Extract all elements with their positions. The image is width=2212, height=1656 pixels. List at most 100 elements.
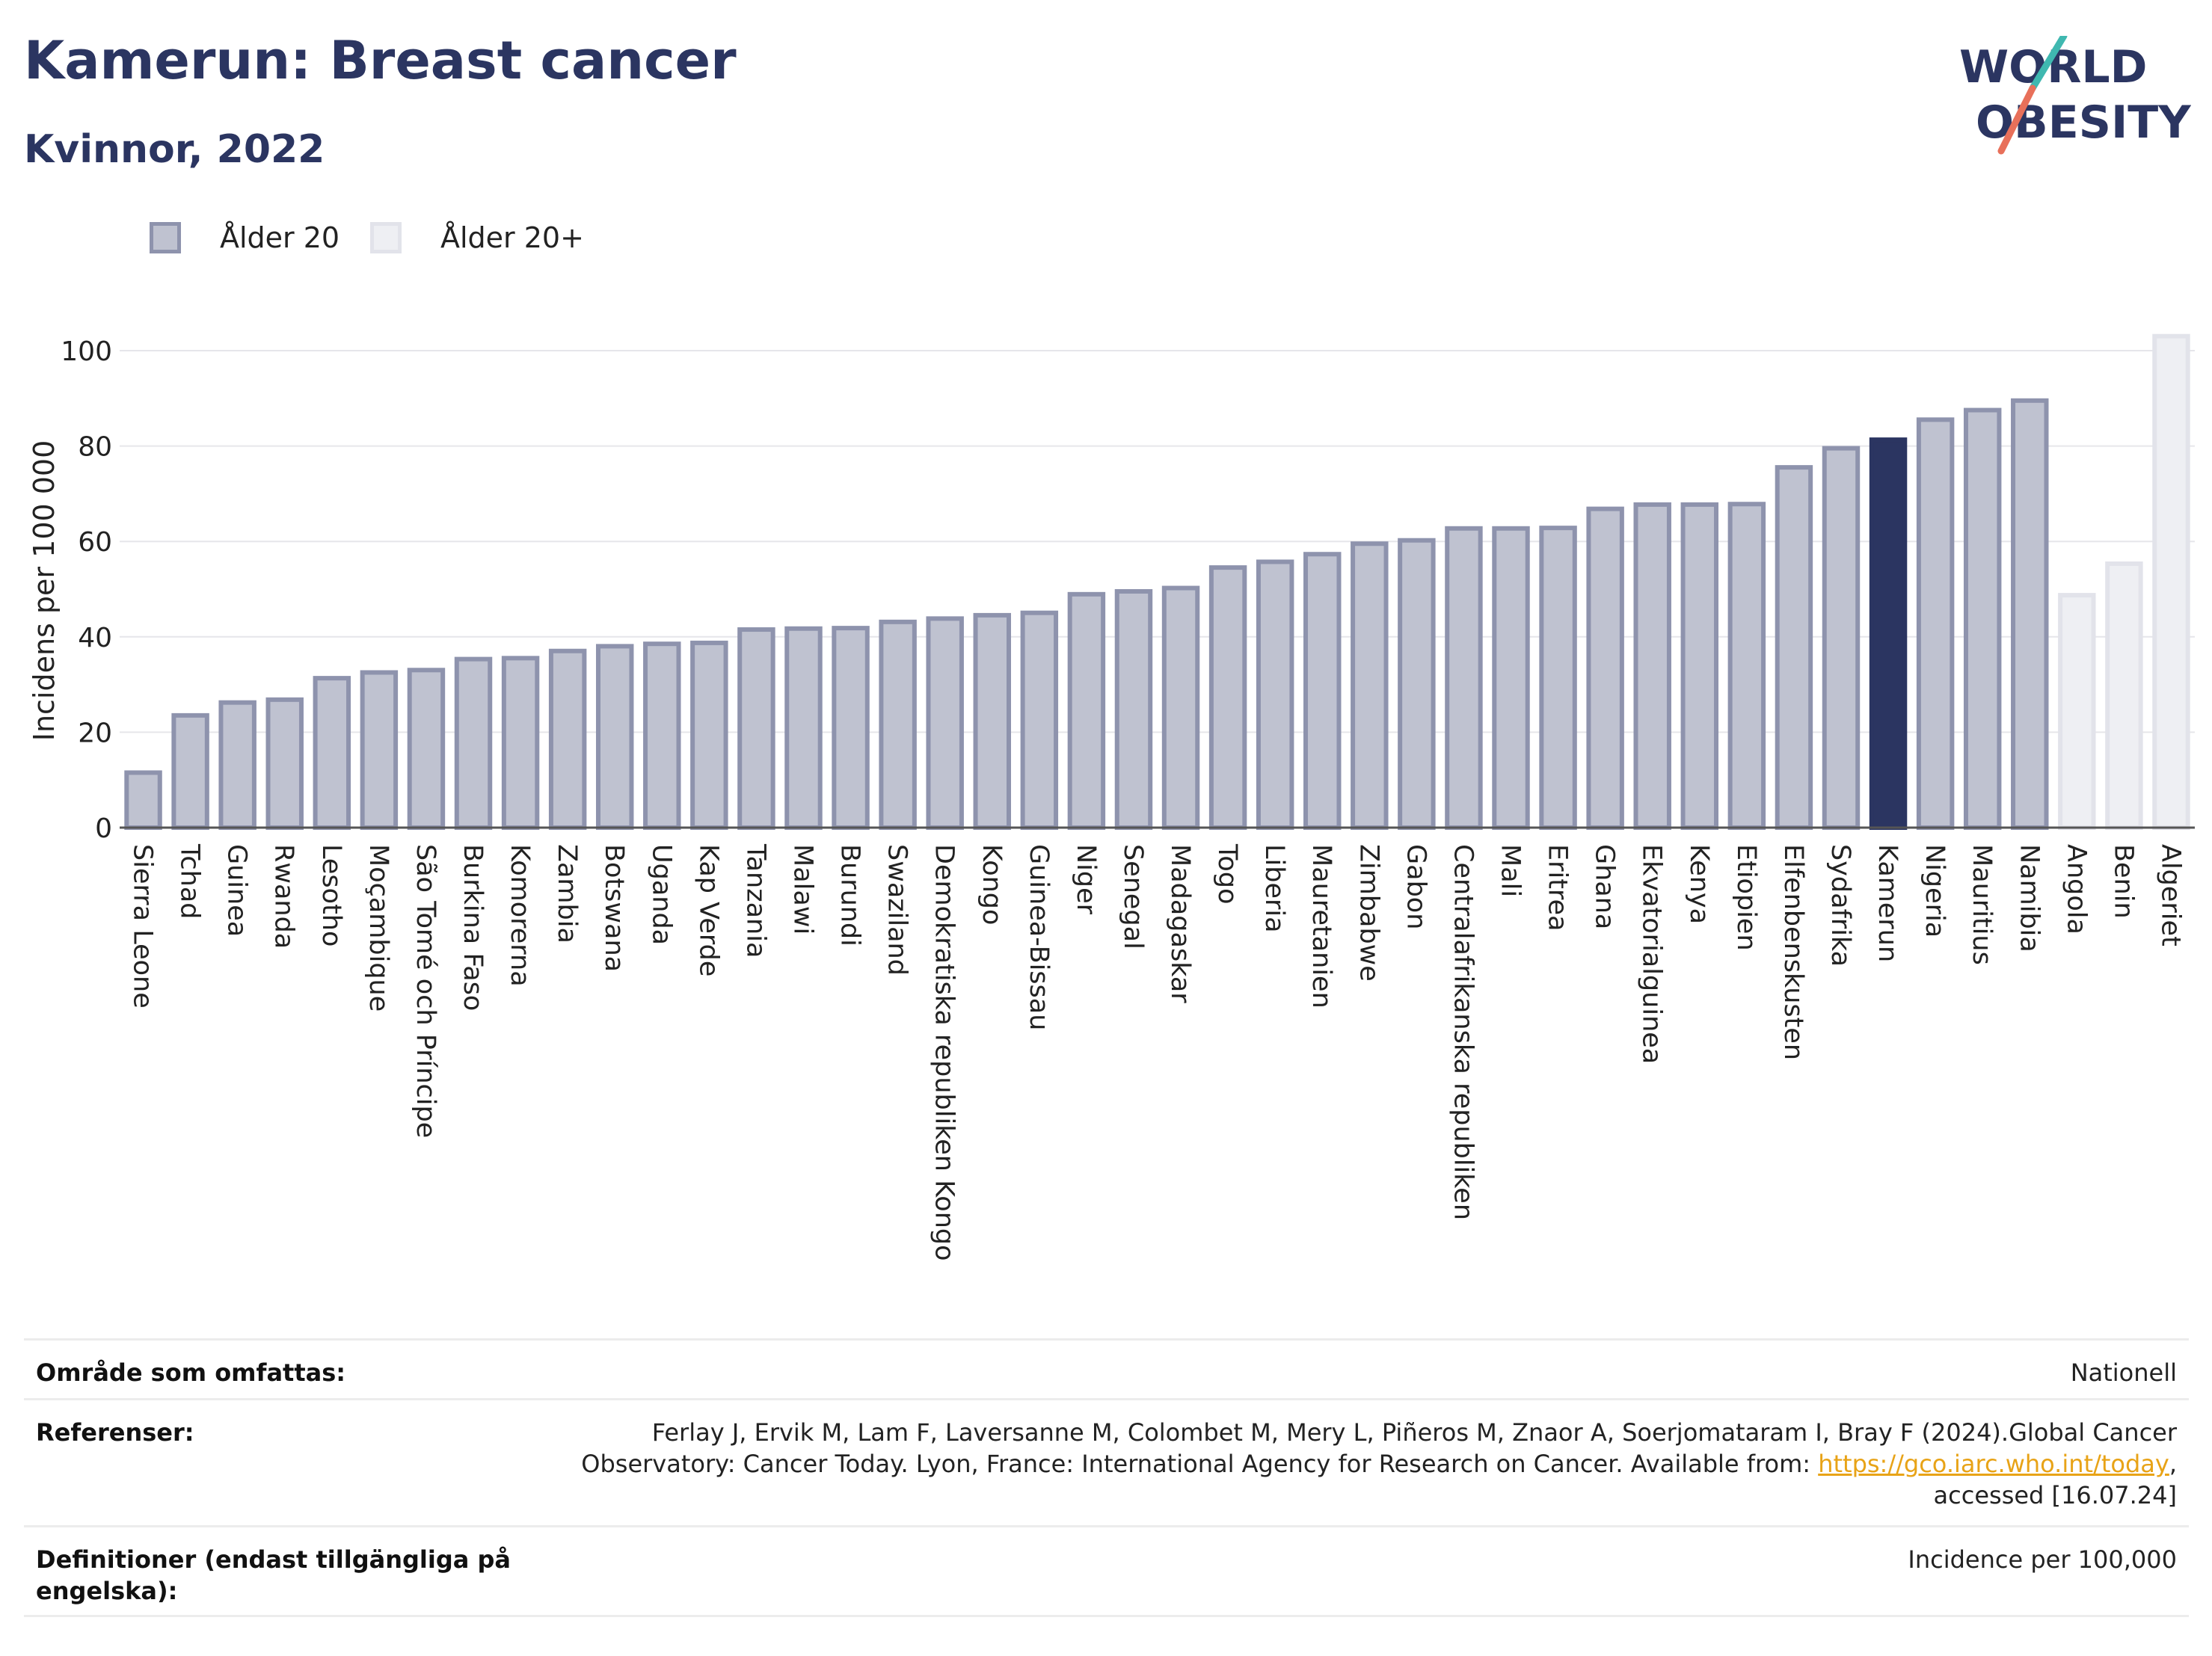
references-line-3: accessed [16.07.24] [1933,1481,2177,1509]
x-tick-label: Togo [1212,843,1242,904]
bar-etiopien[interactable] [1727,502,1766,830]
bar-s-o-tom-och-pr-ncipe[interactable] [407,668,446,831]
x-tick-label: Namibia [2014,844,2044,952]
bar-rwanda[interactable] [265,697,304,830]
bar-uganda[interactable] [643,641,681,830]
bar-botswana[interactable] [595,644,634,830]
bar-algeriet[interactable] [2152,333,2190,831]
x-tick-label: Kenya [1684,844,1714,924]
y-tick-label: 20 [78,718,112,748]
bar-kenya[interactable] [1680,502,1719,830]
bar-ghana[interactable] [1586,506,1624,830]
bar-zambia[interactable] [548,648,587,830]
bar-sydafrika[interactable] [1822,446,1861,830]
x-tick-label: Benin [2108,844,2138,919]
definitions-label-line-1: Definitioner (endast tillgängliga på [36,1545,511,1574]
x-tick-label: Swaziland [882,844,912,976]
x-tick-label: Niger [1071,844,1101,915]
x-tick-label: Guinea-Bissau [1024,844,1054,1030]
coverage-value: Nationell [2070,1358,2177,1387]
legend-label-age-20: Ålder 20 [220,221,340,254]
references-label: Referenser: [36,1418,194,1447]
bar-elfenbenskusten[interactable] [1775,465,1813,830]
references-line-1: Ferlay J, Ervik M, Lam F, Laversanne M, … [651,1418,2177,1447]
bar-komorerna[interactable] [501,656,540,830]
bar-guinea[interactable] [218,700,256,830]
definitions-value: Incidence per 100,000 [1908,1545,2177,1574]
bar-niger[interactable] [1067,591,1106,830]
bar-mauritius[interactable] [1963,407,2002,830]
x-tick-label: Mali [1496,844,1526,897]
x-tick-label: Etiopien [1731,844,1761,951]
bar-kongo[interactable] [973,612,1011,830]
bar-chart: 0 20 40 60 80 100 Sierra Leone Tchad Guinea Rwan… [28,333,2195,1261]
x-tick-label: Demokratiska republiken Kongo [930,844,959,1261]
bar-kamerun[interactable] [1869,437,1908,830]
bar-lesotho[interactable] [313,676,351,831]
bar-tchad[interactable] [171,712,209,830]
bar-angola[interactable] [2058,593,2096,830]
chart-subtitle: Kvinnor, 2022 [24,127,325,172]
coverage-label: Område som omfattas: [36,1358,346,1387]
x-tick-label: Mauritius [1967,844,1997,965]
y-tick-label: 80 [78,432,112,463]
legend-label-age-20-plus: Ålder 20+ [440,221,584,254]
bar-kap-verde[interactable] [690,640,728,830]
bar-namibia[interactable] [2011,398,2049,831]
bar-togo[interactable] [1208,565,1247,830]
bar-liberia[interactable] [1256,559,1294,830]
bar-benin[interactable] [2105,561,2143,830]
bar-senegal[interactable] [1114,589,1153,830]
x-tick-label: Botswana [599,844,629,972]
bar-centralafrikanska-republiken[interactable] [1445,526,1483,830]
x-tick-label: Tanzania [740,843,770,958]
legend-item-age-20-plus[interactable]: Ålder 20+ [370,221,584,254]
y-tick-label: 60 [78,527,112,558]
bar-ekvatorialguinea[interactable] [1633,502,1671,830]
y-tick-label: 100 [61,336,112,367]
x-tick-label: Rwanda [269,844,299,949]
bar-nigeria[interactable] [1916,417,1955,830]
bar-burkina-faso[interactable] [454,656,493,831]
x-tick-label: Malawi [787,844,817,935]
x-tick-label: Tchad [175,843,205,920]
x-tick-label: Madagaskar [1165,844,1195,1003]
x-tick-label: Kongo [977,844,1007,925]
bar-sierra-leone[interactable] [124,770,162,830]
chart-title: Kamerun: Breast cancer [24,30,737,91]
bar-burundi[interactable] [832,626,870,830]
x-tick-label: Komorerna [505,844,535,987]
x-tick-label: Elfenbenskusten [1778,844,1808,1060]
x-tick-label: Lesotho [316,844,346,946]
bar-mali[interactable] [1492,526,1530,830]
x-tick-label: Mauretanien [1306,844,1336,1009]
x-tick-label: Sydafrika [1825,844,1855,967]
x-tick-label: Ghana [1590,844,1620,929]
y-axis-label: Incidens per 100 000 [28,440,61,742]
definitions-label-line-2: engelska): [36,1577,178,1605]
bar-tanzania[interactable] [737,627,775,830]
y-tick-label: 40 [78,623,112,653]
x-tick-label: Gabon [1401,844,1431,929]
x-tick-label: Ekvatorialguinea [1637,844,1667,1064]
bar-guinea-bissau[interactable] [1020,610,1059,830]
x-tick-label: Nigeria [1920,844,1950,938]
references-line-2: Observatory: Cancer Today. Lyon, France:… [581,1448,2177,1480]
x-tick-label: Zambia [552,844,582,944]
bar-swaziland[interactable] [879,619,917,830]
bar-malawi[interactable] [784,626,823,830]
legend-item-age-20[interactable]: Ålder 20 [150,221,340,254]
legend-swatch-age-20 [150,222,181,253]
bar-demokratiska-republiken-kongo[interactable] [926,616,964,830]
bar-eritrea[interactable] [1539,526,1577,830]
x-tick-label: Senegal [1118,844,1148,949]
bar-mo-ambique[interactable] [360,670,399,831]
bottom-divider [24,1615,2189,1617]
bar-mauretanien[interactable] [1303,552,1342,830]
references-link[interactable]: https://gco.iarc.who.int/today [1818,1450,2169,1478]
x-tick-label: São Tomé och Príncipe [411,844,440,1138]
bar-gabon[interactable] [1398,538,1436,830]
x-tick-label: Burundi [835,844,865,946]
bar-zimbabwe[interactable] [1351,541,1389,830]
bar-madagaskar[interactable] [1161,585,1200,830]
